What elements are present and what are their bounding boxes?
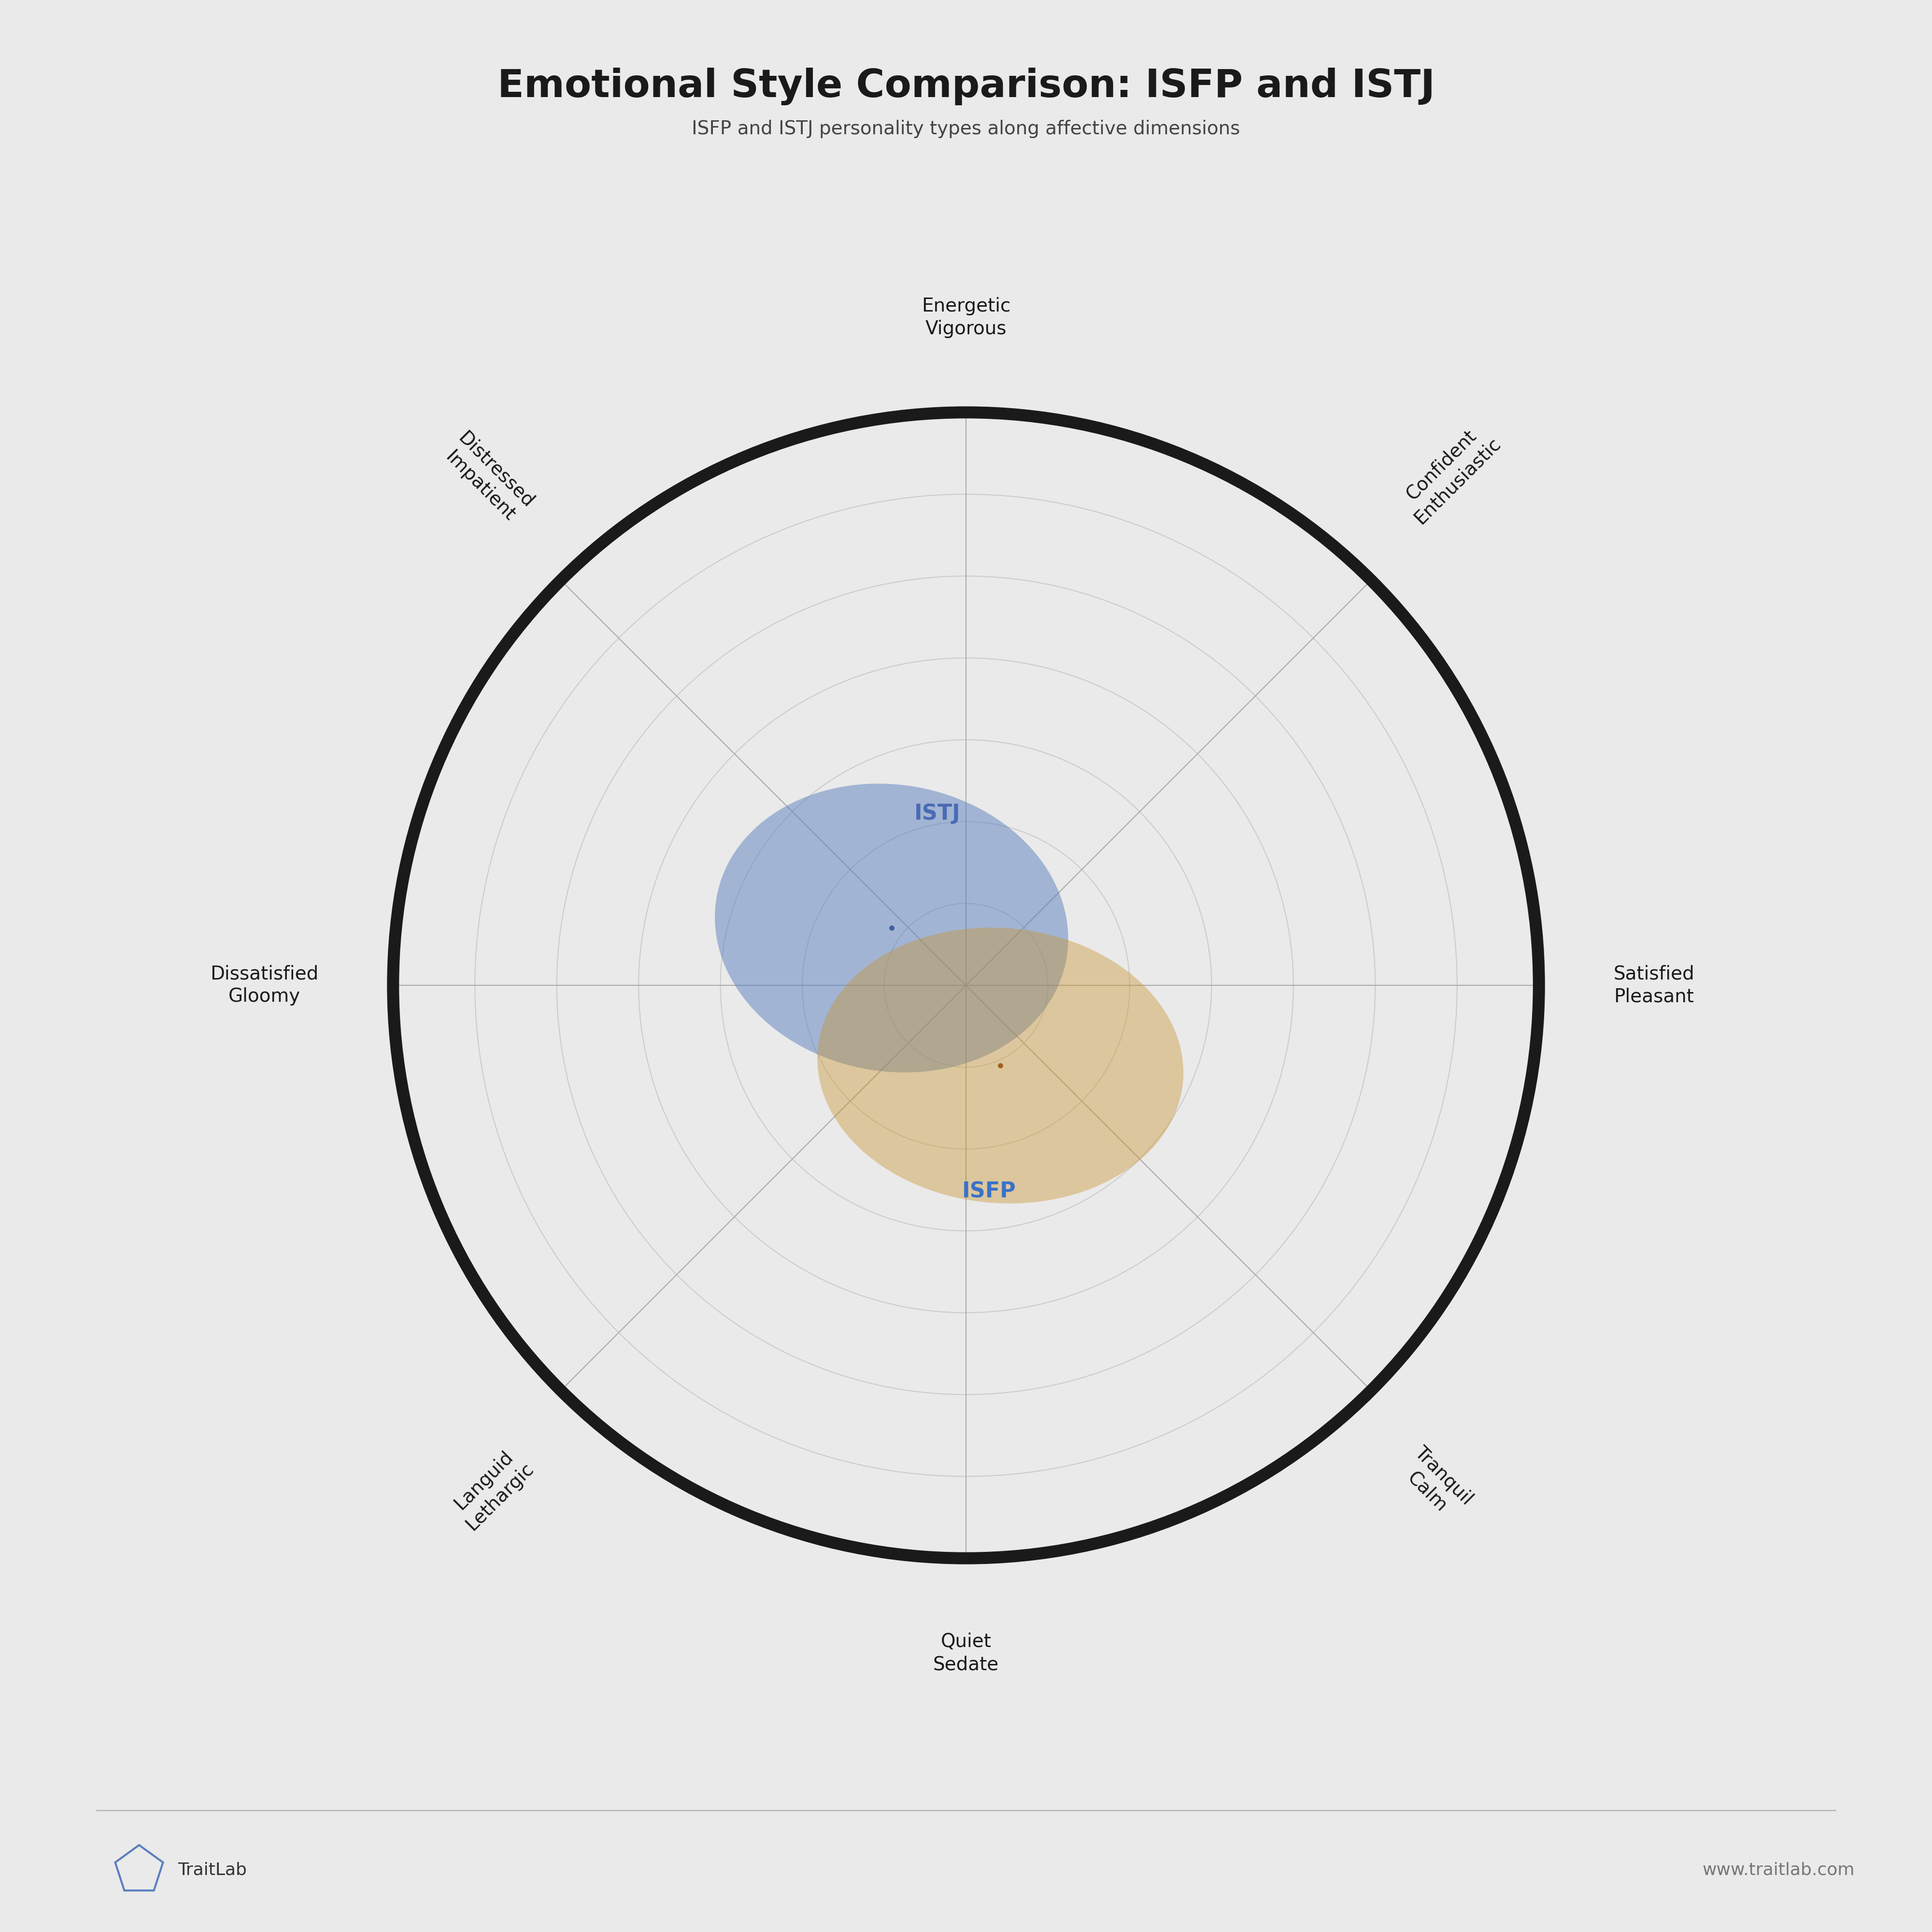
Text: Tranquil
Calm: Tranquil Calm — [1395, 1443, 1476, 1524]
Text: Distressed
Impatient: Distressed Impatient — [439, 429, 537, 527]
Text: ISFP and ISTJ personality types along affective dimensions: ISFP and ISTJ personality types along af… — [692, 120, 1240, 139]
Point — [875, 912, 906, 943]
Ellipse shape — [715, 784, 1068, 1072]
Text: Languid
Lethargic: Languid Lethargic — [446, 1443, 537, 1534]
Text: Energetic
Vigorous: Energetic Vigorous — [922, 298, 1010, 338]
Text: Quiet
Sedate: Quiet Sedate — [933, 1633, 999, 1673]
Text: www.traitlab.com: www.traitlab.com — [1702, 1862, 1855, 1878]
Text: Emotional Style Comparison: ISFP and ISTJ: Emotional Style Comparison: ISFP and IST… — [497, 68, 1435, 104]
Text: TraitLab: TraitLab — [178, 1862, 247, 1878]
Text: Satisfied
Pleasant: Satisfied Pleasant — [1613, 964, 1694, 1007]
Text: ISFP: ISFP — [962, 1180, 1016, 1202]
Ellipse shape — [817, 927, 1184, 1204]
Text: Dissatisfied
Gloomy: Dissatisfied Gloomy — [211, 964, 319, 1007]
Point — [985, 1051, 1016, 1082]
Text: ISTJ: ISTJ — [914, 804, 960, 823]
Text: Confident
Enthusiastic: Confident Enthusiastic — [1395, 417, 1505, 527]
